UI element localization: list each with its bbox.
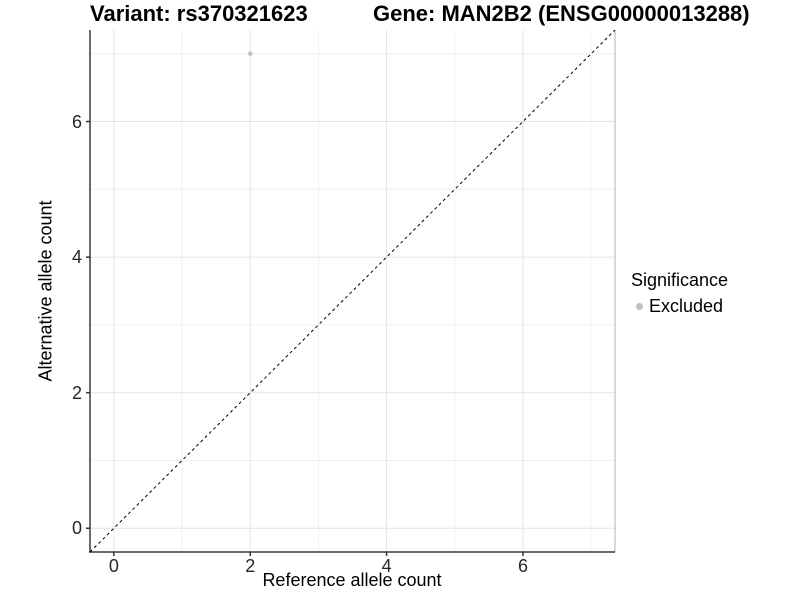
x-tick-label: 4 xyxy=(381,556,392,576)
plot-title-gene: Gene: MAN2B2 (ENSG00000013288) xyxy=(373,1,750,26)
x-tick-label: 2 xyxy=(245,556,256,576)
y-tick-label: 4 xyxy=(71,247,82,268)
y-tick-label: 0 xyxy=(71,518,82,539)
x-tick-label: 6 xyxy=(517,556,528,576)
y-tick-label: 2 xyxy=(71,382,82,403)
legend-title: Significance xyxy=(631,270,729,290)
y-tick-label: 6 xyxy=(71,111,82,132)
legend: Significance Excluded xyxy=(631,270,728,317)
data-point-excluded xyxy=(248,51,253,56)
x-tick-label: 0 xyxy=(108,556,119,576)
legend-item-label: Excluded xyxy=(649,296,724,316)
legend-item-excluded: Excluded xyxy=(631,296,728,317)
x-axis-title: Reference allele count xyxy=(262,570,442,590)
y-axis-title: Alternative allele count xyxy=(35,200,56,382)
plot-title-variant: Variant: rs370321623 xyxy=(90,1,308,26)
excluded-point-icon xyxy=(636,303,643,310)
identity-dashed-line xyxy=(89,29,616,553)
